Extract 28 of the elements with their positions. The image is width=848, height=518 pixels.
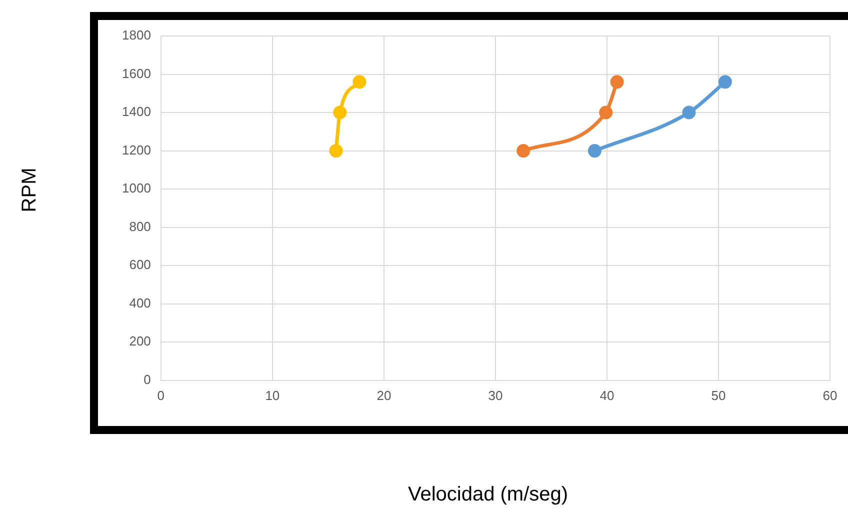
x-axis-title: Velocidad (m/seg) xyxy=(408,484,568,506)
y-tick-label: 0 xyxy=(144,372,151,387)
y-tick-label: 1800 xyxy=(122,28,151,43)
y-tick-label: 800 xyxy=(129,218,151,234)
y-tick-label: 200 xyxy=(129,334,151,349)
y-axis-title: RPM xyxy=(18,168,41,212)
point xyxy=(516,144,530,158)
y-tick-label: 1200 xyxy=(122,142,151,158)
point xyxy=(599,106,613,120)
y-tick-label: 1600 xyxy=(122,66,151,81)
x-tick-label: 0 xyxy=(157,388,165,403)
y-tick-label: 600 xyxy=(129,257,151,272)
x-tick-label: 10 xyxy=(265,388,280,403)
y-tick-label: 400 xyxy=(129,295,151,310)
y-tick-label: 1400 xyxy=(122,104,151,120)
x-tick-label: 30 xyxy=(488,388,503,403)
point xyxy=(718,75,732,89)
x-tick-label: 60 xyxy=(822,388,838,403)
x-tick-label: 20 xyxy=(376,388,392,403)
y-tick-label: 1000 xyxy=(122,180,151,196)
point xyxy=(333,106,347,120)
point xyxy=(682,106,696,120)
x-tick-label: 50 xyxy=(711,388,726,403)
point xyxy=(352,75,366,89)
point xyxy=(588,144,602,158)
point xyxy=(329,144,343,158)
x-tick-label: 40 xyxy=(600,388,614,403)
point xyxy=(610,75,624,89)
